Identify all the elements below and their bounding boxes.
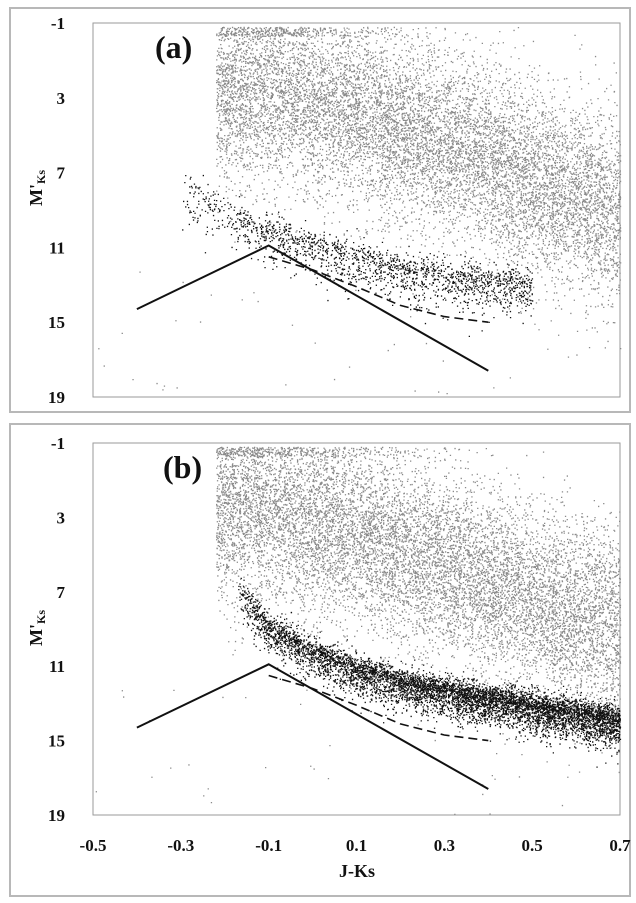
panel-b-label: (b) (163, 449, 202, 485)
x-tick-label: 0.3 (434, 836, 455, 855)
x-tick-label: 0.1 (346, 836, 367, 855)
panel-a-marks (98, 26, 622, 395)
panel-a: -1 3 7 11 15 19 (a) M'Ks (9, 7, 631, 413)
x-tick-label: -0.1 (255, 836, 282, 855)
y-tick-label: 19 (48, 388, 65, 407)
series-dense-cloud (216, 446, 622, 774)
y-tick-label: 7 (57, 164, 66, 183)
y-tick-label: -1 (51, 434, 65, 453)
x-axis-label: J-Ks (339, 861, 375, 881)
panel-b-marks (95, 446, 622, 816)
panel-b-plot-area (92, 442, 621, 816)
solid-boundary-line (136, 244, 489, 372)
panel-b-y-axis-label: M'Ks (26, 610, 48, 646)
scatter-points (216, 26, 622, 358)
panel-b-y-ticks: -1 3 7 11 15 19 (48, 434, 66, 825)
x-tick-label: 0.5 (522, 836, 543, 855)
x-tick-label: -0.5 (80, 836, 107, 855)
y-tick-label: 15 (48, 732, 65, 751)
series-dashed-curve (268, 674, 489, 742)
series-dense-cloud (216, 26, 622, 358)
panel-a-plot-area (92, 22, 621, 398)
panel-a-frame (9, 7, 631, 413)
y-tick-label: -1 (51, 14, 65, 33)
x-tick-label: 0.7 (609, 836, 631, 855)
dashed-curve-line (268, 256, 489, 323)
y-tick-label: 15 (48, 313, 65, 332)
series-dashed-curve (268, 256, 489, 323)
solid-boundary-line (136, 663, 489, 790)
series-sequence-band (238, 577, 622, 768)
y-tick-label: 3 (57, 89, 66, 108)
series-solid-boundary (136, 244, 489, 372)
panel-a-label: (a) (155, 29, 192, 65)
y-tick-label: 11 (49, 657, 65, 676)
x-tick-label: -0.3 (167, 836, 194, 855)
series-solid-boundary (136, 663, 489, 790)
dashed-curve-line (268, 674, 489, 742)
panel-a-y-ticks: -1 3 7 11 15 19 (48, 14, 66, 407)
panel-b-x-ticks: -0.5 -0.3 -0.1 0.1 0.3 0.5 0.7 (80, 836, 632, 855)
scatter-points (238, 577, 622, 768)
y-tick-label: 19 (48, 806, 65, 825)
y-tick-label: 11 (49, 238, 65, 257)
panel-a-y-axis-label: M'Ks (26, 170, 48, 206)
scatter-points (216, 446, 622, 774)
y-tick-label: 3 (57, 508, 66, 527)
y-tick-label: 7 (57, 583, 66, 602)
